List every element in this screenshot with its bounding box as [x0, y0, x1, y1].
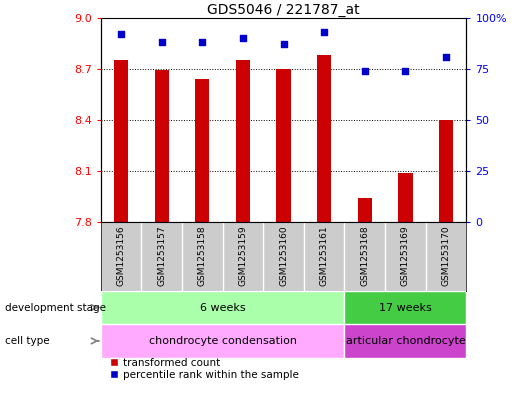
Bar — [101, 324, 344, 358]
Text: chondrocyte condensation: chondrocyte condensation — [148, 336, 297, 346]
Bar — [195, 79, 209, 222]
Text: development stage: development stage — [5, 303, 107, 312]
Bar — [358, 198, 372, 222]
Text: 6 weeks: 6 weeks — [200, 303, 245, 312]
Bar — [344, 291, 466, 324]
Point — [117, 31, 125, 37]
Text: GSM1253170: GSM1253170 — [441, 226, 450, 286]
Text: GSM1253158: GSM1253158 — [198, 226, 207, 286]
Text: GSM1253160: GSM1253160 — [279, 226, 288, 286]
Text: GSM1253159: GSM1253159 — [238, 226, 248, 286]
Point — [279, 41, 288, 48]
Bar — [114, 60, 128, 222]
Point — [238, 35, 247, 41]
Text: GSM1253168: GSM1253168 — [360, 226, 369, 286]
Point — [157, 39, 166, 45]
Bar — [439, 120, 453, 222]
Bar — [155, 70, 169, 222]
Bar — [399, 173, 412, 222]
Text: GSM1253169: GSM1253169 — [401, 226, 410, 286]
Bar — [236, 60, 250, 222]
Bar — [344, 324, 466, 358]
Text: GSM1253161: GSM1253161 — [320, 226, 329, 286]
Text: 17 weeks: 17 weeks — [379, 303, 432, 312]
Text: cell type: cell type — [5, 336, 50, 346]
Text: GSM1253157: GSM1253157 — [157, 226, 166, 286]
Point — [198, 39, 207, 45]
Text: articular chondrocyte: articular chondrocyte — [346, 336, 465, 346]
Bar — [317, 55, 331, 222]
Point — [320, 29, 329, 35]
Bar — [101, 291, 344, 324]
Legend: transformed count, percentile rank within the sample: transformed count, percentile rank withi… — [106, 353, 303, 384]
Point — [442, 53, 450, 60]
Point — [401, 68, 410, 74]
Text: GSM1253156: GSM1253156 — [117, 226, 126, 286]
Bar — [277, 69, 290, 222]
Point — [360, 68, 369, 74]
Title: GDS5046 / 221787_at: GDS5046 / 221787_at — [207, 3, 360, 17]
